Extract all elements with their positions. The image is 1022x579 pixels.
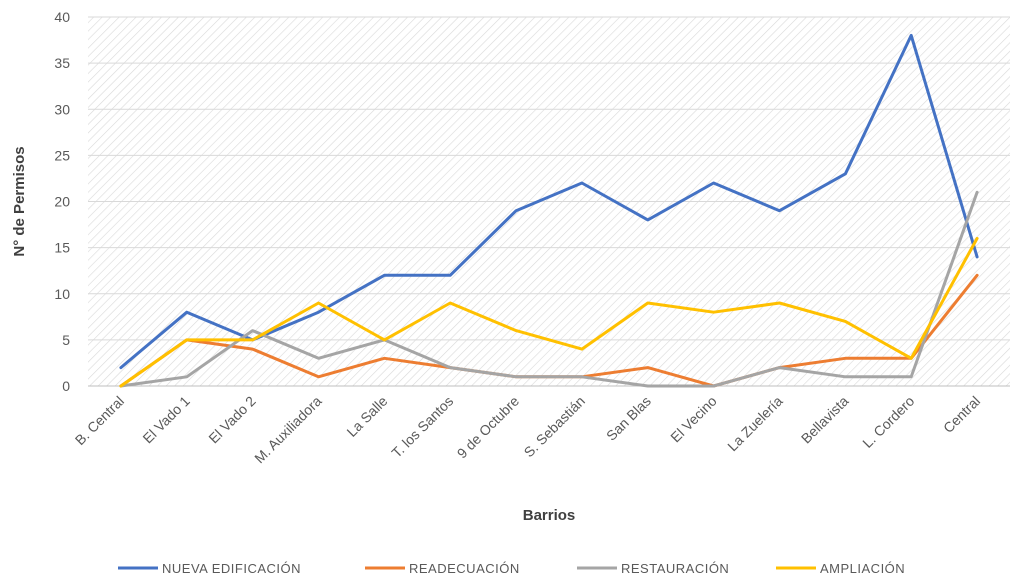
series-line-4 (119, 236, 979, 388)
y-tick-label: 40 (54, 9, 70, 25)
y-tick-label: 30 (54, 101, 70, 117)
series-lines (119, 33, 979, 388)
x-tick-label: La Salle (343, 393, 390, 440)
legend-label-4: AMPLIACIÓN (820, 561, 905, 576)
x-tick-label: Central (940, 393, 983, 436)
x-tick-label: El Vecino (667, 393, 720, 446)
legend-label-2: READECUACIÓN (409, 561, 520, 576)
legend-label-1: NUEVA EDIFICACIÓN (162, 561, 301, 576)
y-tick-label: 35 (54, 55, 70, 71)
y-axis-title: N° de Permisos (11, 146, 28, 256)
x-tick-label: B. Central (72, 393, 127, 448)
x-tick-label: 9 de Octubre (454, 393, 523, 462)
legend-label-3: RESTAURACIÓN (621, 561, 729, 576)
x-tick-label: El Vado 1 (139, 393, 193, 447)
y-tick-label: 15 (54, 240, 70, 256)
x-tick-label: T. los Santos (388, 393, 456, 461)
y-tick-label: 0 (62, 378, 70, 394)
x-tick-label: S. Sebastián (521, 393, 588, 460)
x-tick-label: El Vado 2 (205, 393, 259, 447)
x-tick-label: M. Auxiliadora (251, 393, 325, 467)
x-tick-label: L. Cordero (859, 393, 917, 451)
legend: NUEVA EDIFICACIÓN READECUACIÓN RESTAURACIÓ… (118, 561, 905, 576)
y-tick-label: 20 (54, 194, 70, 210)
y-tick-label: 10 (54, 286, 70, 302)
y-tick-label: 25 (54, 147, 70, 163)
x-tick-label: Bellavista (798, 393, 852, 447)
y-axis-ticks: 0 5 10 15 20 25 30 35 40 (54, 9, 70, 394)
x-tick-label: La Zuelería (724, 393, 786, 455)
x-axis-ticks: B. Central El Vado 1 El Vado 2M. Auxiliado… (72, 393, 983, 467)
y-tick-label: 5 (62, 332, 70, 348)
x-tick-label: San Blas (603, 393, 654, 444)
x-axis-title: Barrios (523, 507, 576, 524)
